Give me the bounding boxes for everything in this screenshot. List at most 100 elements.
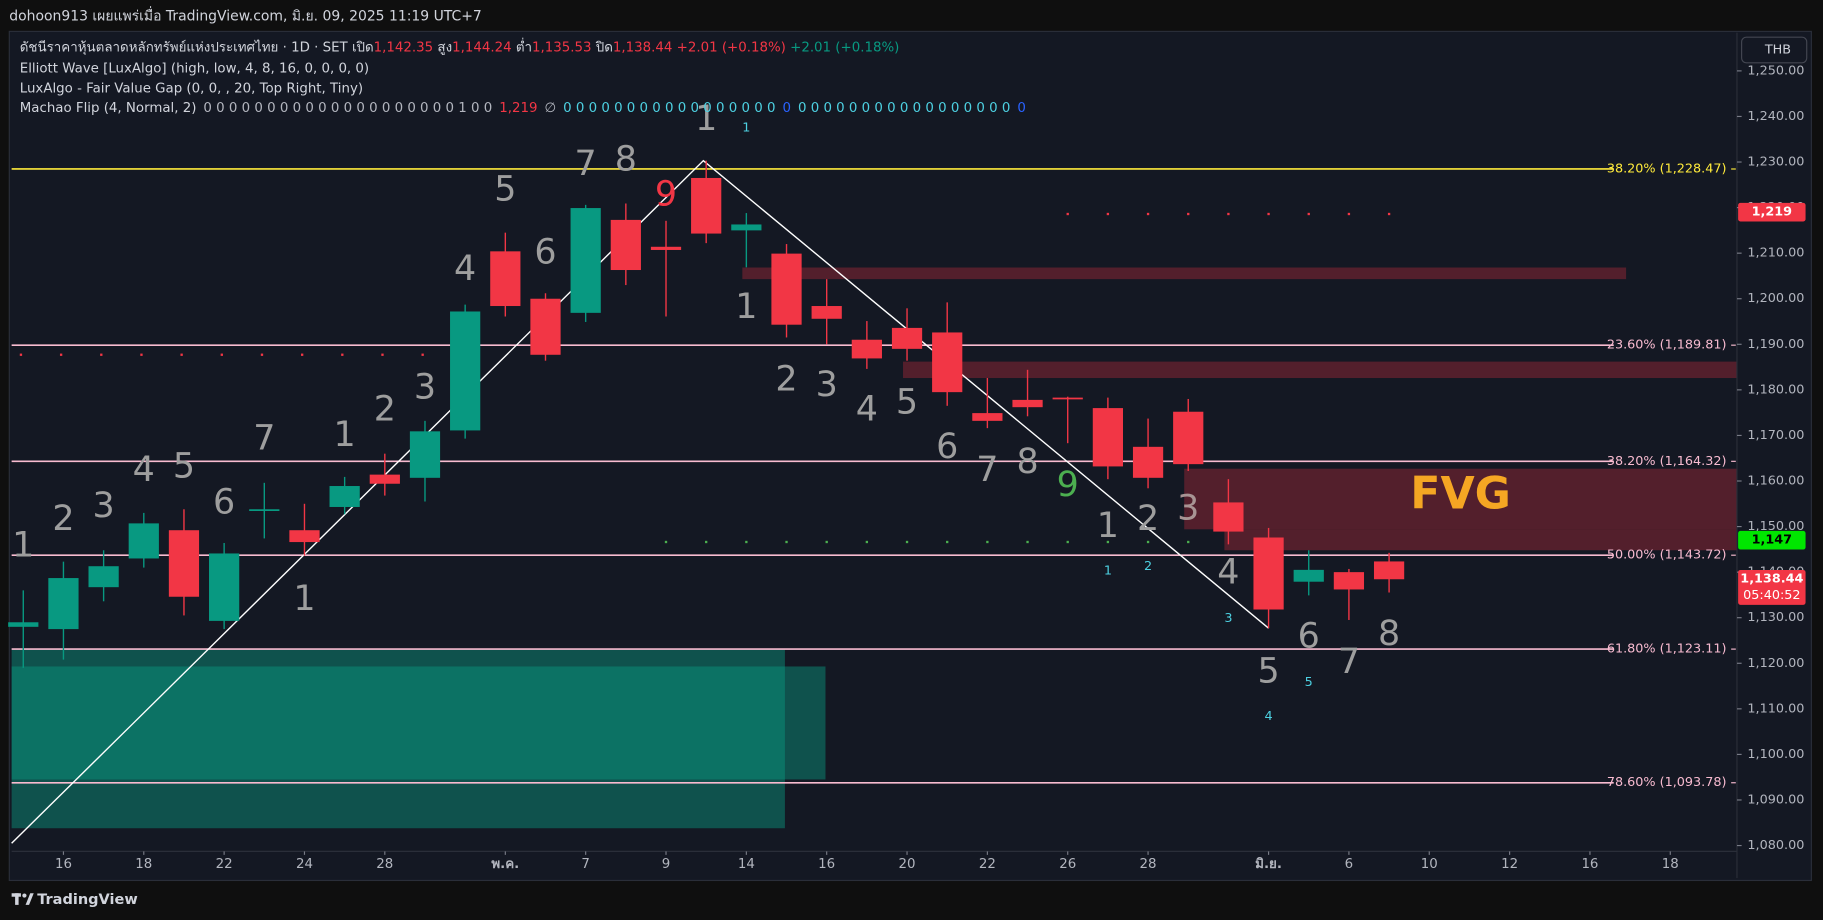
ohlc-label: ต่ำ <box>516 38 532 56</box>
indicator-value: 0 0 0 0 0 0 0 0 0 0 0 0 0 0 0 0 0 <box>798 101 1010 116</box>
count-label: 5 <box>1257 651 1279 691</box>
wave-label: 3 <box>1224 611 1232 626</box>
x-tick-label: 7 <box>581 857 589 872</box>
demand-box <box>11 666 826 780</box>
candle-body <box>811 306 842 319</box>
wave-label: 1 <box>742 120 750 135</box>
signal-dot <box>705 540 708 544</box>
change: +2.01 (+0.18%) <box>790 41 899 56</box>
signal-dot <box>1146 212 1150 216</box>
fib-label: 38.20% (1,228.47) <box>1607 161 1727 176</box>
y-tick-label: 1,200.00 <box>1747 291 1804 306</box>
indicator-value: 0 <box>1017 101 1025 116</box>
candle-body <box>1213 502 1244 532</box>
currency-button[interactable] <box>1741 36 1808 64</box>
ohlc-value: 1,144.24 <box>452 41 511 56</box>
x-tick-label: 28 <box>1140 857 1157 872</box>
indicator-legend[interactable]: Machao Flip (4, Normal, 2) 0 0 0 0 0 0 0 … <box>20 101 1026 116</box>
ohlc-label: เปิด <box>352 41 374 56</box>
fvg-label: FVG <box>1410 469 1511 520</box>
chart-panel <box>8 30 1812 882</box>
x-tick-label: 9 <box>662 857 670 872</box>
x-tick-label: 16 <box>1581 857 1598 872</box>
ohlc-value: 1,135.53 <box>532 41 591 56</box>
y-tick-label: 1,150.00 <box>1747 519 1804 534</box>
candle-body <box>1333 572 1365 590</box>
fib-label: 50.00% (1,143.72) <box>1607 548 1727 563</box>
candle-body <box>1012 399 1043 408</box>
candle-body <box>369 474 400 484</box>
count-label: 3 <box>1177 488 1199 528</box>
indicator-legend[interactable]: LuxAlgo - Fair Value Gap (0, 0, , 20, To… <box>20 81 363 96</box>
x-tick-label: 6 <box>1345 857 1353 872</box>
x-tick-label: พ.ค. <box>491 857 519 872</box>
y-tick-label: 1,190.00 <box>1747 337 1804 352</box>
wave-label: 1 <box>1104 564 1112 579</box>
signal-dot <box>100 353 103 356</box>
candle-body <box>891 327 923 349</box>
candle-body <box>450 311 481 431</box>
y-tick-label: 1,110.00 <box>1747 701 1804 716</box>
count-label: 9 <box>1057 465 1079 505</box>
candle-body <box>8 622 39 627</box>
ohlc-value: 1,142.35 <box>374 41 433 56</box>
signal-dot <box>19 353 23 356</box>
candle-body <box>610 219 641 271</box>
indicator-value: ∅ <box>544 101 556 116</box>
demand-box <box>11 649 785 829</box>
fvg-box <box>742 267 1627 280</box>
candle-body <box>128 523 159 559</box>
signal-dot <box>1187 540 1190 544</box>
y-tick-label: 1,100.00 <box>1747 747 1804 762</box>
signal-dot <box>905 540 909 544</box>
count-label: 5 <box>896 383 918 423</box>
candle-body <box>771 253 802 325</box>
fib-label: 23.60% (1,189.81) <box>1607 338 1727 353</box>
count-label: 4 <box>856 390 878 430</box>
signal-dot <box>220 353 223 356</box>
signal-dot <box>664 540 668 544</box>
y-tick-label: 1,230.00 <box>1747 155 1804 170</box>
signal-dot <box>1347 212 1351 216</box>
signal-dot <box>260 353 264 356</box>
symbol: ดัชนีราคาหุ้นตลาดหลักทรัพย์แห่งประเทศไทย… <box>20 40 349 56</box>
count-label: 2 <box>52 499 74 539</box>
candle-body <box>650 246 682 250</box>
candle-body <box>209 553 240 621</box>
plot-area: FVG 38.20% (1,228.47) 23.60% (1,189.81) 38.… <box>8 99 1737 844</box>
x-tick-label: 16 <box>55 857 72 872</box>
count-label: 4 <box>1217 552 1239 592</box>
indicator-value: 0 <box>782 101 790 116</box>
candle-body <box>490 251 521 307</box>
price-tag <box>1738 569 1806 605</box>
signal-dot <box>1227 212 1230 216</box>
signal-dot <box>1066 212 1069 216</box>
candle-body <box>570 208 601 313</box>
fvg-box <box>1224 529 1737 551</box>
count-label: 2 <box>1137 499 1159 539</box>
fvg-box <box>903 361 1737 379</box>
publish-info: dohoon913 เผยแพร่เมื่อ TradingView.com, … <box>9 6 481 24</box>
indicator-value: 0 0 0 0 0 0 0 0 0 0 0 0 0 0 0 0 0 <box>563 101 775 116</box>
signal-dot <box>300 353 304 356</box>
count-label: 7 <box>976 450 998 490</box>
count-label: 7 <box>253 419 275 459</box>
count-label: 1 <box>695 99 717 139</box>
tv-logo <box>11 893 34 905</box>
count-label: 3 <box>93 486 115 526</box>
fib-label: 38.20% (1,164.32) <box>1607 454 1727 469</box>
indicator-name: Machao Flip (4, Normal, 2) <box>20 101 197 116</box>
fvg-box <box>1184 468 1737 530</box>
count-label: 2 <box>374 390 396 430</box>
candle-body <box>530 298 561 355</box>
y-tick-label: 1,210.00 <box>1747 246 1804 261</box>
ohlc-label: สูง <box>437 41 452 56</box>
indicator-legend[interactable]: Elliott Wave [LuxAlgo] (high, low, 4, 8,… <box>20 62 369 77</box>
y-tick-label: 1,170.00 <box>1747 428 1804 443</box>
candle-body <box>972 413 1003 421</box>
x-tick-label: 14 <box>738 857 755 872</box>
candle-body <box>48 578 79 630</box>
fib-label: 78.60% (1,093.78) <box>1607 775 1727 790</box>
signal-dot <box>946 540 949 544</box>
x-tick-label: 18 <box>135 857 152 872</box>
